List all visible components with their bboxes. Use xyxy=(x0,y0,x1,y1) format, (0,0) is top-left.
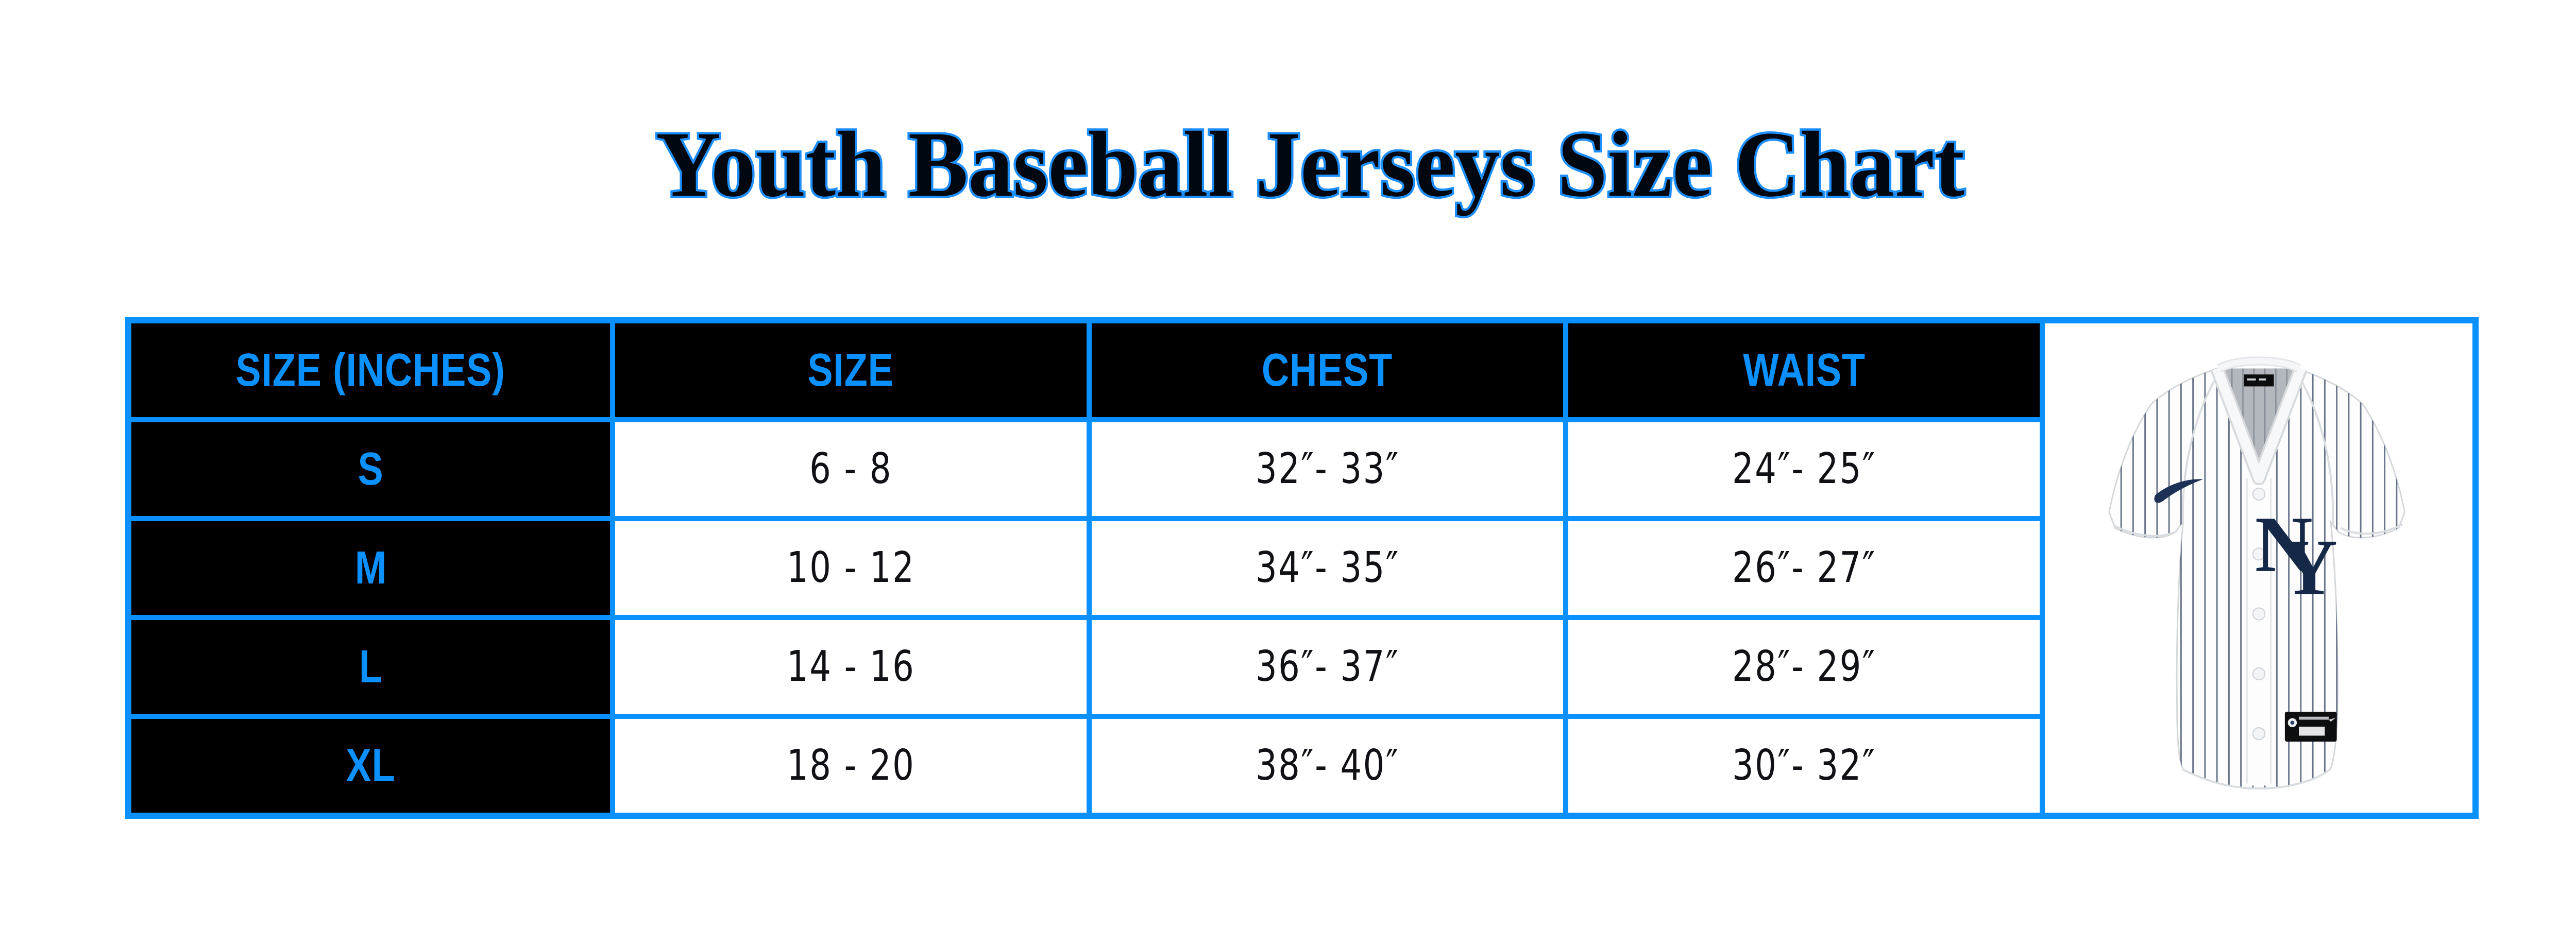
size-label: S xyxy=(358,443,384,495)
jock-tag xyxy=(2284,712,2337,742)
yankees-jersey-illustration: N Y xyxy=(2108,356,2405,790)
ny-logo-n: N xyxy=(2255,500,2312,589)
cell-l-size-range: 14 - 16 xyxy=(615,620,1087,714)
column-header-label: SIZE xyxy=(807,345,894,396)
size-row-label-l: L xyxy=(131,620,610,714)
waist-value: 26″- 27″ xyxy=(1732,543,1876,592)
column-header-label: CHEST xyxy=(1262,345,1393,396)
cell-m-chest: 34″- 35″ xyxy=(1092,521,1563,615)
size-label: XL xyxy=(346,740,396,792)
size-range-value: 14 - 16 xyxy=(786,642,916,691)
column-header-size: SIZE xyxy=(615,323,1087,417)
chest-value: 32″- 33″ xyxy=(1255,444,1400,493)
column-header-chest: CHEST xyxy=(1092,323,1563,417)
cell-s-chest: 32″- 33″ xyxy=(1092,422,1563,516)
cell-s-waist: 24″- 25″ xyxy=(1568,422,2040,516)
page-title-graphic: Youth Baseball Jerseys Size Chart xyxy=(654,111,1967,219)
page-title: Youth Baseball Jerseys Size Chart xyxy=(656,113,1964,216)
nike-swoosh-icon xyxy=(2154,479,2203,503)
column-header-label: SIZE (INCHES) xyxy=(235,345,506,396)
cell-l-chest: 36″- 37″ xyxy=(1092,620,1563,714)
placket-buttons xyxy=(2252,487,2265,741)
column-header-waist: WAIST xyxy=(1568,323,2040,417)
waist-value: 24″- 25″ xyxy=(1732,444,1876,493)
jersey-product-image: N Y xyxy=(2045,323,2472,813)
cell-xl-size-range: 18 - 20 xyxy=(615,719,1087,813)
size-label: L xyxy=(359,641,383,693)
button-placket xyxy=(2246,474,2272,786)
size-row-label-m: M xyxy=(131,521,610,615)
column-header-label: WAIST xyxy=(1742,345,1866,396)
waist-value: 28″- 29″ xyxy=(1732,642,1876,691)
cell-m-waist: 26″- 27″ xyxy=(1568,521,2040,615)
ny-interlocking-logo: N Y xyxy=(2255,500,2337,612)
size-row-label-xl: XL xyxy=(131,719,610,813)
cell-m-size-range: 10 - 12 xyxy=(615,521,1087,615)
cell-xl-chest: 38″- 40″ xyxy=(1092,719,1563,813)
size-row-label-s: S xyxy=(131,422,610,516)
collar-label xyxy=(2243,374,2274,387)
size-range-value: 18 - 20 xyxy=(786,741,916,790)
size-range-value: 10 - 12 xyxy=(786,543,916,592)
size-chart-table: SIZE (INCHES) SIZE CHEST WAIST xyxy=(125,317,2479,819)
jersey-seams xyxy=(2114,376,2403,790)
size-label: M xyxy=(354,542,387,594)
ny-logo-y: Y xyxy=(2280,523,2337,611)
cell-s-size-range: 6 - 8 xyxy=(615,422,1087,516)
cell-l-waist: 28″- 29″ xyxy=(1568,620,2040,714)
chest-value: 34″- 35″ xyxy=(1255,543,1400,592)
chest-value: 36″- 37″ xyxy=(1255,642,1400,691)
cell-xl-waist: 30″- 32″ xyxy=(1568,719,2040,813)
collar-band xyxy=(2210,356,2308,486)
chest-value: 38″- 40″ xyxy=(1255,741,1400,790)
size-range-value: 6 - 8 xyxy=(809,444,892,493)
column-header-size-inches: SIZE (INCHES) xyxy=(131,323,610,417)
waist-value: 30″- 32″ xyxy=(1732,741,1876,790)
